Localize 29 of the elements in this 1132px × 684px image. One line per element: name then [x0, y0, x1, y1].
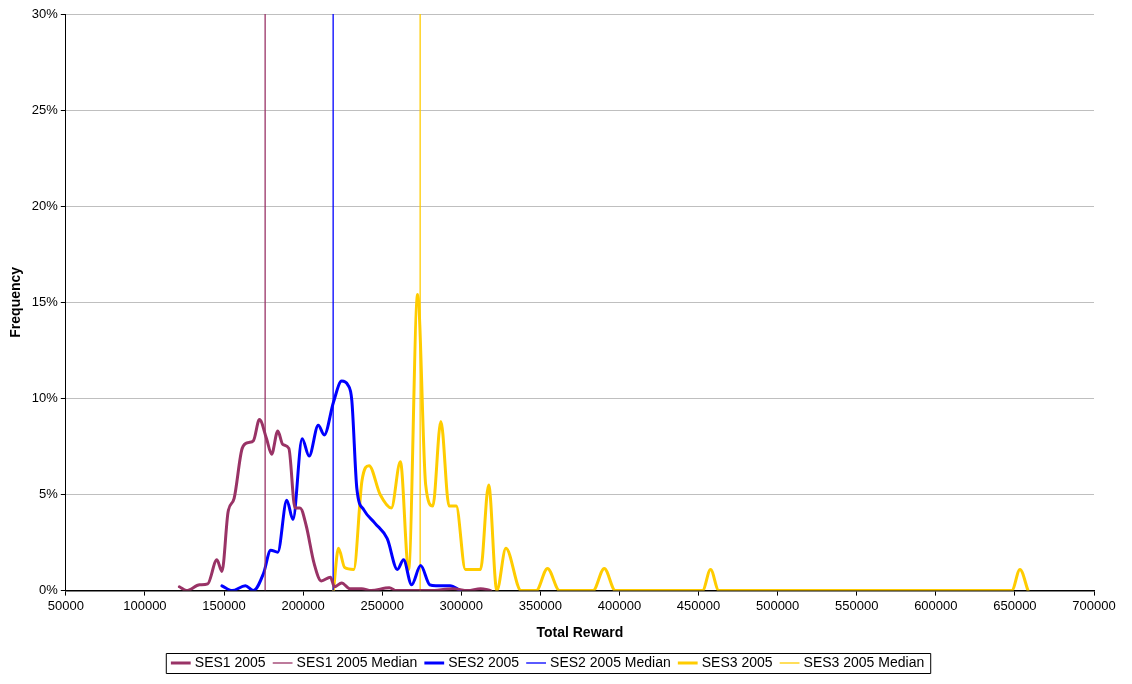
y-axis-title: Frequency — [7, 266, 24, 338]
y-tick-label: 20% — [31, 197, 59, 213]
x-tick-label: 300000 — [439, 597, 483, 613]
y-tick-label: 0% — [39, 582, 59, 598]
x-tick-label: 450000 — [676, 597, 721, 613]
legend-label: SES1 2005 — [194, 653, 266, 670]
legend-label: SES1 2005 Median — [296, 653, 418, 670]
x-tick-label: 150000 — [202, 597, 246, 613]
x-tick-label: 700000 — [1072, 597, 1116, 613]
x-tick-label: 400000 — [597, 597, 642, 613]
legend-label: SES2 2005 Median — [550, 653, 671, 670]
y-tick-label: 25% — [31, 101, 59, 117]
y-tick-label: 30% — [31, 5, 59, 21]
y-tick-label: 15% — [31, 293, 59, 309]
legend-label: SES2 2005 — [448, 653, 520, 670]
x-tick-label: 650000 — [993, 597, 1037, 613]
x-tick-label: 250000 — [360, 597, 404, 613]
x-tick-label: 350000 — [518, 597, 563, 613]
x-tick-label: 200000 — [281, 597, 325, 613]
x-tick-label: 100000 — [123, 597, 167, 613]
y-tick-label: 5% — [39, 486, 59, 502]
x-tick-label: 550000 — [835, 597, 879, 613]
legend-label: SES3 2005 Median — [803, 653, 925, 670]
y-tick-label: 10% — [31, 389, 59, 405]
legend-label: SES3 2005 — [701, 653, 773, 670]
x-tick-label: 500000 — [755, 597, 800, 613]
x-tick-label: 50000 — [47, 597, 84, 613]
x-tick-label: 600000 — [914, 597, 958, 613]
x-axis-title: Total Reward — [536, 624, 624, 641]
